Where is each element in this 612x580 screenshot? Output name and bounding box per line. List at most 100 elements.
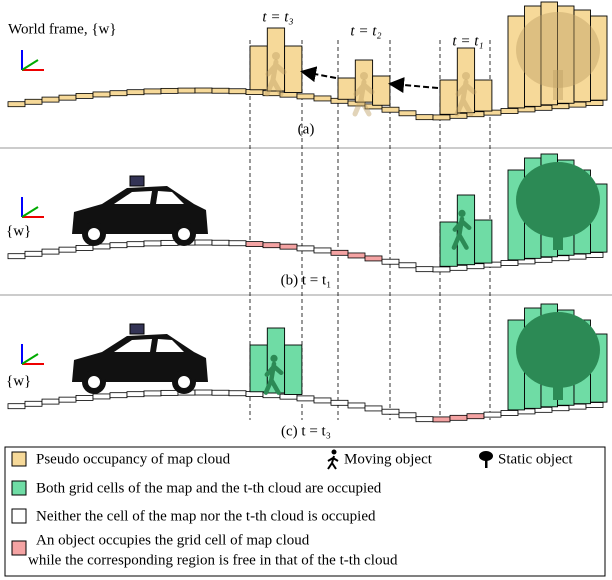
- person: [270, 355, 277, 362]
- ground-cell: [212, 88, 229, 93]
- legend-text: An object occupies the grid cell of map …: [36, 532, 310, 548]
- figure: World frame, {w} t = t₃ t = t₂ t = t₁ (a…: [0, 0, 612, 580]
- ground-cell: [314, 96, 331, 101]
- occupancy-column: [373, 76, 390, 105]
- ground-cell: [195, 390, 212, 395]
- ground-cell: [212, 390, 229, 395]
- ground-cell: [382, 107, 399, 112]
- ground-cell: [416, 267, 433, 272]
- ground-cell: [501, 411, 518, 416]
- person: [360, 72, 368, 80]
- ground-cell: [93, 92, 110, 97]
- time-label: t = t₃: [262, 9, 293, 25]
- ground-cell: [76, 93, 93, 98]
- ground-cell: [144, 241, 161, 246]
- ground-cell: [178, 88, 195, 93]
- legend-swatch: [12, 509, 26, 523]
- ground-cell: [314, 398, 331, 403]
- panel-label: (a): [298, 121, 315, 137]
- ground-cell: [42, 97, 59, 102]
- ground-cell: [229, 391, 246, 396]
- occupancy-column: [475, 220, 492, 263]
- ground-cell: [25, 401, 42, 406]
- ground-cell: [246, 242, 263, 247]
- ground-cell: [42, 249, 59, 254]
- legend-text: Moving object: [344, 451, 433, 467]
- legend-text: while the corresponding region is free i…: [28, 552, 398, 568]
- ground-cell: [365, 256, 382, 261]
- ground-cell: [195, 240, 212, 245]
- legend-text: Neither the cell of the map nor the t-th…: [36, 508, 376, 524]
- ground-cell: [399, 413, 416, 418]
- ground-cell: [297, 396, 314, 401]
- ground-cell: [433, 115, 450, 120]
- legend-text: Static object: [498, 451, 573, 467]
- ground-cell: [399, 111, 416, 116]
- legend-swatch: [12, 452, 26, 466]
- ground-cell: [331, 250, 348, 255]
- tree: [553, 70, 563, 100]
- ground-cell: [42, 399, 59, 404]
- ground-cell: [416, 417, 433, 422]
- ground-cell: [501, 261, 518, 266]
- ground-cell: [25, 99, 42, 104]
- ground-cell: [144, 391, 161, 396]
- time-label: t = t₂: [350, 23, 381, 39]
- occupancy-column: [250, 345, 267, 392]
- ground-cell: [25, 251, 42, 256]
- ground-cell: [110, 393, 127, 398]
- ground-cell: [246, 392, 263, 397]
- ground-cell: [110, 243, 127, 248]
- legend-swatch: [12, 541, 26, 555]
- ground-cell: [467, 414, 484, 419]
- ground-cell: [229, 89, 246, 94]
- ground-cell: [127, 90, 144, 95]
- ground-cell: [59, 95, 76, 100]
- occupancy-column: [250, 46, 267, 90]
- world-frame-label: World frame, {w}: [8, 21, 117, 37]
- ground-cell: [280, 244, 297, 249]
- shapes: [0, 2, 612, 422]
- ground-cell: [144, 89, 161, 94]
- rim: [87, 227, 101, 241]
- ground-cell: [246, 90, 263, 95]
- ground-cell: [8, 102, 25, 107]
- ground-cell: [450, 415, 467, 420]
- ground-cell: [433, 267, 450, 272]
- ground-cell: [484, 412, 501, 417]
- panel-label: (c) t = t₃: [281, 423, 331, 439]
- ground-cell: [161, 88, 178, 93]
- axis-y: [22, 60, 38, 70]
- ground-cell: [399, 263, 416, 268]
- occupancy-column: [285, 46, 302, 93]
- frame-label: {w}: [6, 373, 31, 389]
- tree: [553, 220, 563, 250]
- person: [272, 52, 280, 60]
- ground-cell: [382, 259, 399, 264]
- axis-y: [22, 354, 38, 364]
- ground-cell: [365, 406, 382, 411]
- motion-arrow: [304, 72, 336, 78]
- ground-cell: [331, 400, 348, 405]
- rim: [177, 375, 191, 389]
- ground-cell: [127, 392, 144, 397]
- ground-cell: [348, 403, 365, 408]
- ground-cell: [8, 404, 25, 409]
- legend-text: Both grid cells of the map and the t-th …: [36, 480, 382, 496]
- tree: [553, 370, 563, 400]
- person: [458, 210, 465, 217]
- motion-arrow: [392, 84, 438, 88]
- tree-icon: [479, 451, 493, 468]
- panel-label: (b) t = t₁: [281, 272, 332, 288]
- ground-cell: [297, 246, 314, 251]
- axis-y: [22, 207, 38, 217]
- ground-cell: [59, 247, 76, 252]
- rim: [87, 375, 101, 389]
- occupancy-column: [440, 80, 457, 114]
- ground-cell: [229, 241, 246, 246]
- person-icon: [328, 450, 338, 470]
- ground-cell: [161, 390, 178, 395]
- ground-cell: [76, 395, 93, 400]
- occupancy-column: [475, 80, 492, 111]
- ground-cell: [501, 109, 518, 114]
